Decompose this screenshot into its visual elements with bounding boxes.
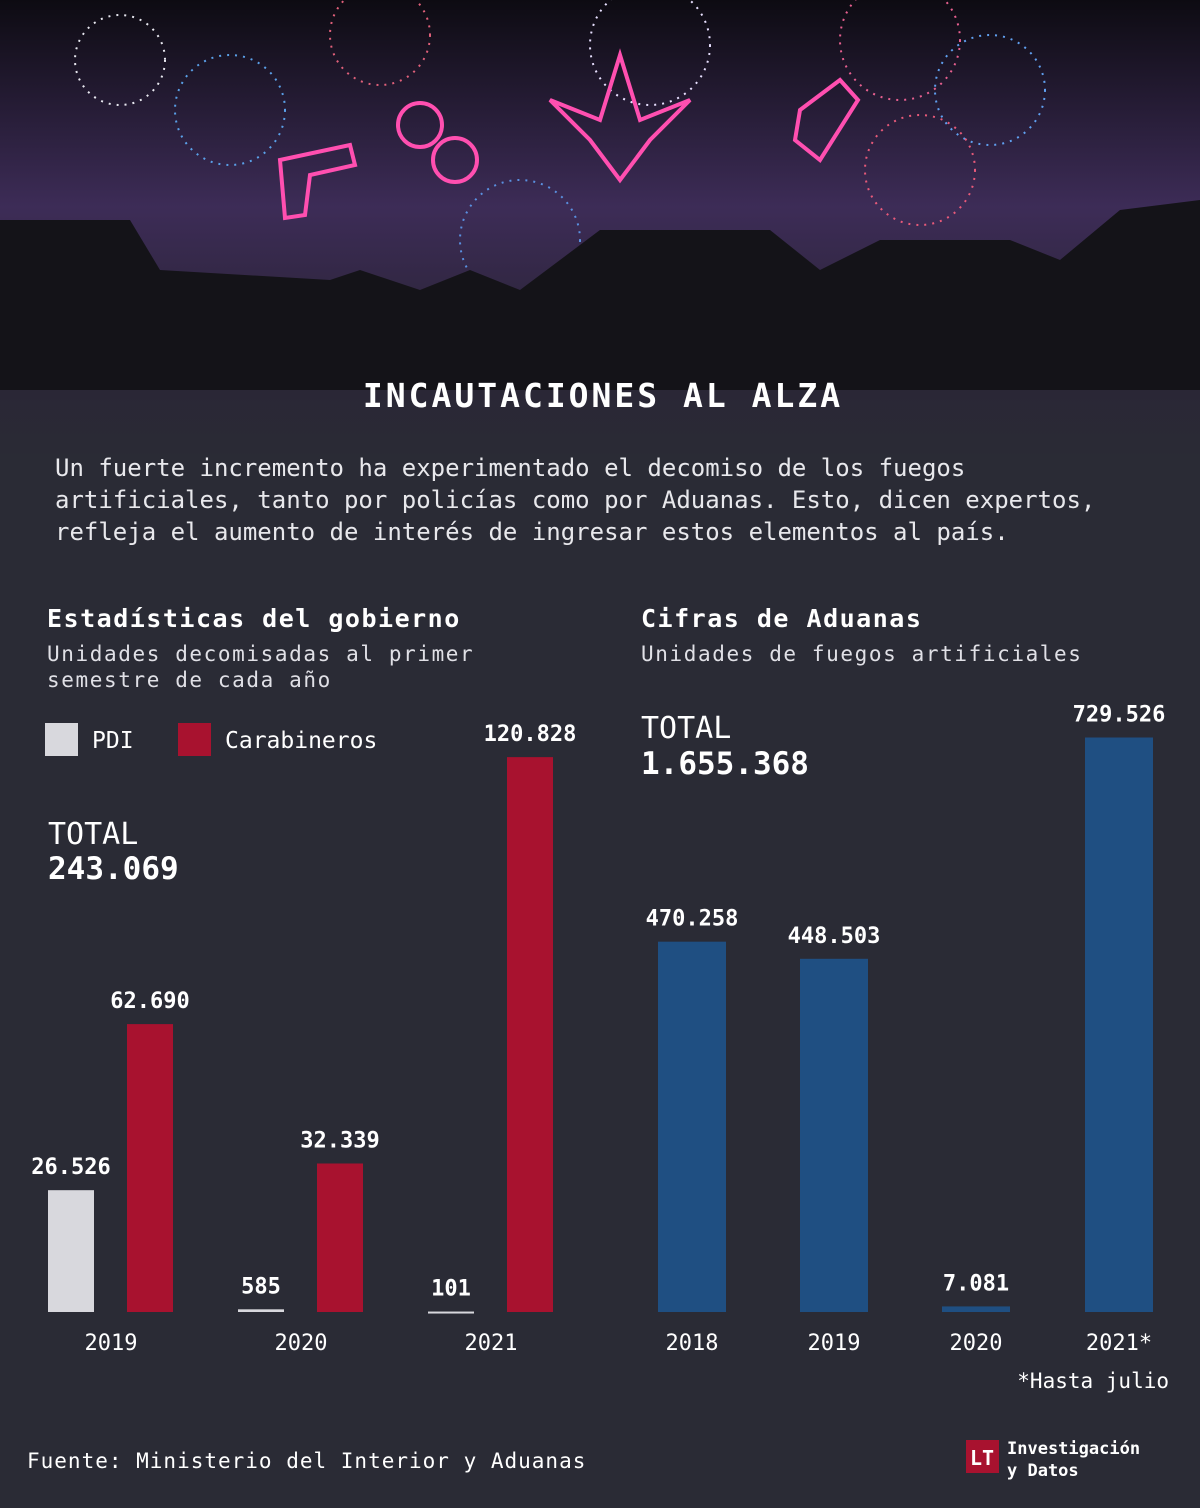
house-silhouettes <box>0 200 1200 390</box>
value-label: 101 <box>431 1277 471 1302</box>
legend-label: PDI <box>92 728 134 754</box>
intro: Un fuerte incremento ha experimentado el… <box>55 454 1096 546</box>
x-tick-label: 2020 <box>950 1331 1003 1356</box>
chart-title: Cifras de Aduanas <box>641 604 922 633</box>
fireworks <box>74 0 1046 301</box>
value-label: 26.526 <box>31 1155 110 1180</box>
x-tick-label: 2019 <box>85 1331 138 1356</box>
value-label: 120.828 <box>484 722 577 747</box>
chart-title: Estadísticas del gobierno <box>47 604 461 633</box>
chart-subtitle: Unidades de fuegos artificiales <box>641 642 1083 666</box>
brand: y Datos <box>1007 1461 1079 1481</box>
value-label: 585 <box>241 1274 281 1299</box>
bar <box>658 941 726 1312</box>
value-label: 32.339 <box>300 1128 379 1153</box>
bar <box>507 757 553 1312</box>
total-label: TOTAL <box>48 817 138 852</box>
total-label: TOTAL <box>641 711 731 746</box>
bar <box>127 1024 173 1312</box>
value-label: 729.526 <box>1073 702 1166 727</box>
x-tick-label: 2018 <box>666 1331 719 1356</box>
title: INCAUTACIONES AL ALZA <box>363 376 843 415</box>
bar <box>317 1163 363 1312</box>
bar <box>1085 737 1153 1312</box>
bar <box>238 1309 284 1312</box>
logo-box <box>966 1440 999 1473</box>
footnote: *Hasta julio <box>1017 1369 1169 1393</box>
total-value: 1.655.368 <box>641 746 809 782</box>
value-label: 448.503 <box>788 924 881 949</box>
x-tick-label: 2019 <box>808 1331 861 1356</box>
bar <box>48 1190 94 1312</box>
legend-swatch <box>45 723 78 756</box>
bar <box>800 958 868 1312</box>
value-label: 470.258 <box>646 907 739 932</box>
value-label: 62.690 <box>110 989 189 1014</box>
bar <box>428 1311 474 1314</box>
logo: LT <box>970 1446 994 1470</box>
value-label: 7.081 <box>943 1271 1009 1296</box>
brand: Investigación <box>1007 1439 1140 1459</box>
legend-label: Carabineros <box>225 728 377 754</box>
source: Fuente: Ministerio del Interior y Aduana… <box>27 1449 586 1473</box>
x-tick-label: 2020 <box>275 1331 328 1356</box>
neon-icons <box>277 48 861 221</box>
chart-subtitle: Unidades decomisadas al primer semestre … <box>47 642 475 692</box>
total-value: 243.069 <box>48 851 179 887</box>
legend-swatch <box>178 723 211 756</box>
x-tick-label: 2021* <box>1086 1331 1152 1356</box>
x-tick-label: 2021 <box>465 1331 518 1356</box>
bar <box>942 1306 1010 1312</box>
